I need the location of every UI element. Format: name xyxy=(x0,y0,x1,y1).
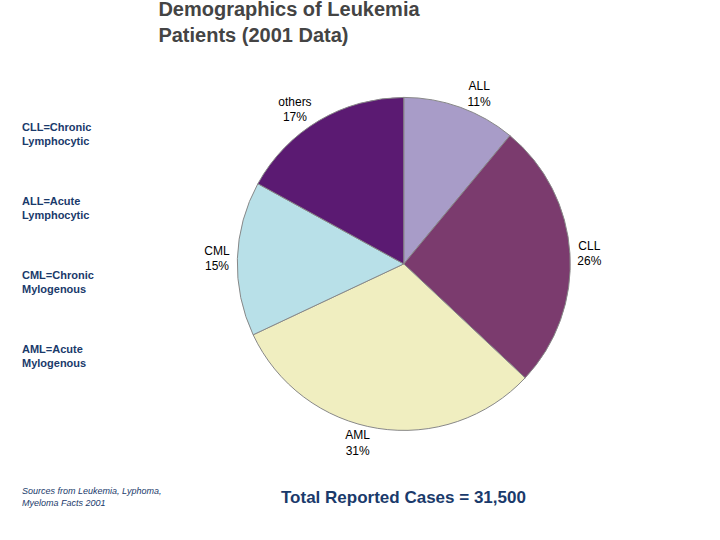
svg-text:CML15%: CML15% xyxy=(204,244,230,274)
svg-text:Total Reported Cases = 31,500: Total Reported Cases = 31,500 xyxy=(281,488,526,507)
svg-text:ALL=AcuteLymphocytic: ALL=AcuteLymphocytic xyxy=(22,195,89,221)
svg-text:CML=ChronicMylogenous: CML=ChronicMylogenous xyxy=(22,269,94,295)
svg-text:Sources from Leukemia, Lyphoma: Sources from Leukemia, Lyphoma,Myeloma F… xyxy=(22,486,161,508)
svg-text:Demographics of LeukemiaPatien: Demographics of LeukemiaPatients (2001 D… xyxy=(158,0,420,46)
svg-text:ALL11%: ALL11% xyxy=(468,79,491,109)
svg-text:others17%: others17% xyxy=(278,95,311,125)
svg-text:CLL=ChronicLymphocytic: CLL=ChronicLymphocytic xyxy=(22,121,91,147)
svg-text:CLL26%: CLL26% xyxy=(577,239,601,269)
svg-text:AML31%: AML31% xyxy=(345,428,370,458)
svg-text:AML=AcuteMylogenous: AML=AcuteMylogenous xyxy=(22,343,86,369)
